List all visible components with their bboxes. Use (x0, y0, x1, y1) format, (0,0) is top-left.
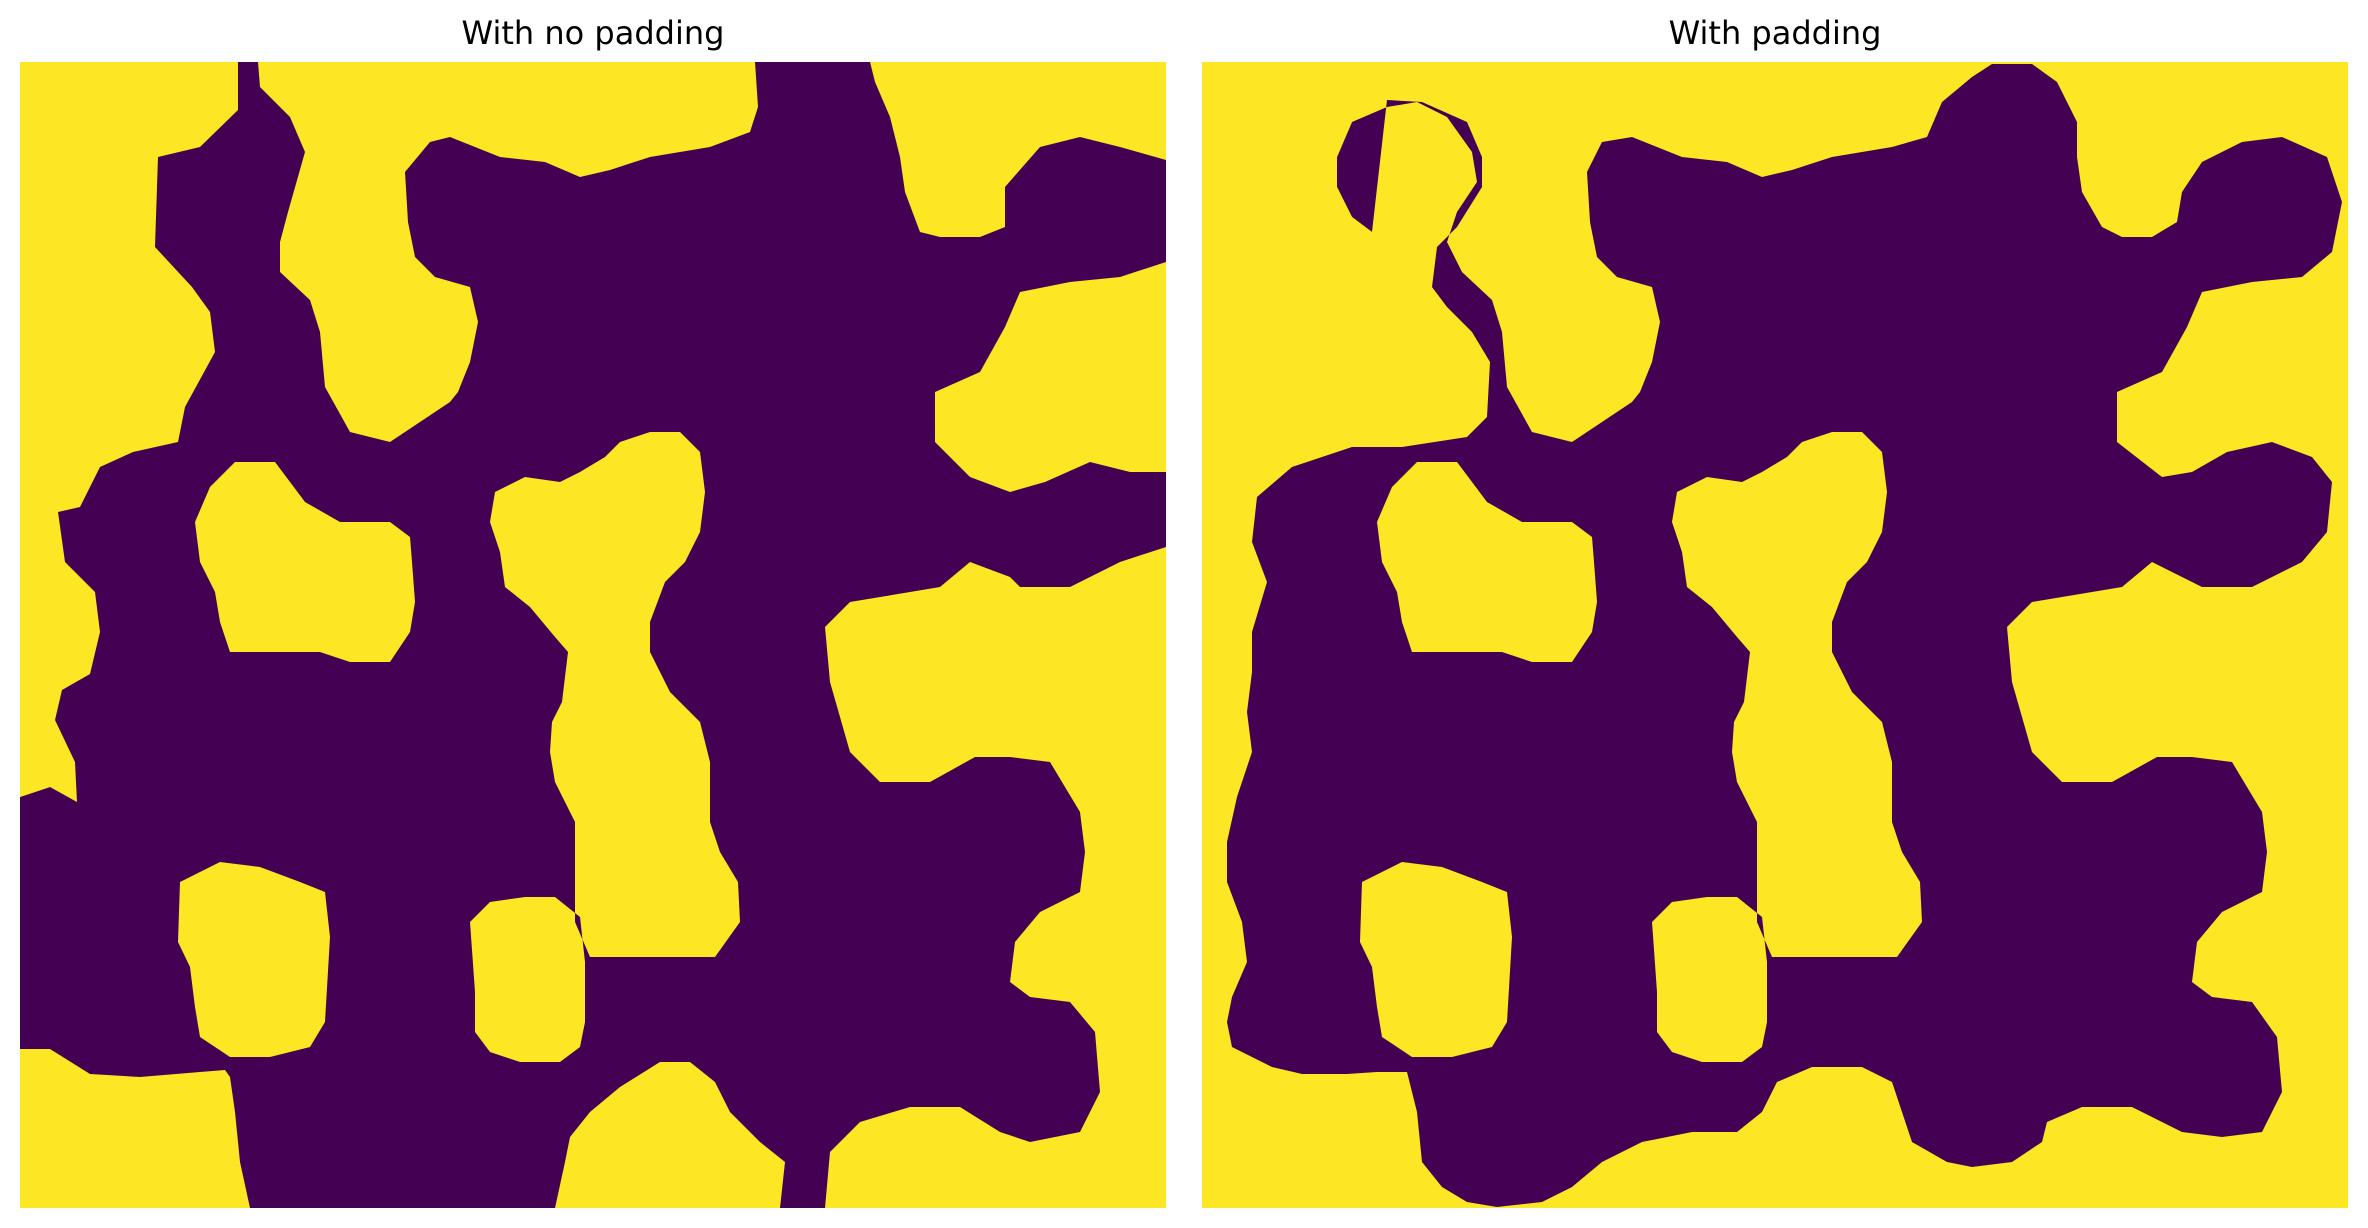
mask-region (20, 62, 1166, 1208)
mask-gap (1242, 62, 1387, 472)
image-padding (1202, 62, 2348, 1208)
image-no-padding (20, 62, 1166, 1208)
panel-title-padding: With padding (1668, 14, 1882, 52)
binary-mask-no-padding (20, 62, 1166, 1208)
mask-region (1227, 64, 2342, 1207)
binary-mask-padding (1202, 62, 2348, 1208)
panel-title-no-padding: With no padding (461, 14, 725, 52)
mask-notch (20, 727, 60, 797)
